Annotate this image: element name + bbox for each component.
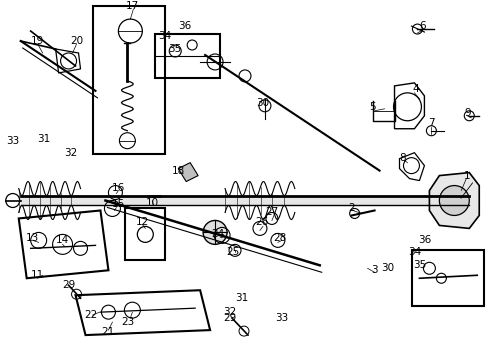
Text: 19: 19 — [31, 36, 44, 46]
Text: 36: 36 — [178, 21, 191, 31]
Bar — [93, 6, 165, 154]
Text: 5: 5 — [368, 102, 375, 112]
Text: 31: 31 — [235, 293, 248, 303]
Text: 7: 7 — [427, 118, 434, 128]
Text: 8: 8 — [398, 153, 405, 163]
Text: 4: 4 — [411, 84, 418, 94]
Text: 20: 20 — [70, 36, 83, 46]
Bar — [155, 34, 220, 78]
Text: 30: 30 — [256, 98, 269, 108]
Text: 10: 10 — [145, 198, 159, 207]
Circle shape — [203, 220, 226, 244]
Text: 22: 22 — [84, 310, 97, 320]
Text: 24: 24 — [211, 229, 224, 239]
Text: 29: 29 — [223, 313, 236, 323]
Text: 25: 25 — [226, 247, 239, 257]
Text: 17: 17 — [125, 1, 139, 11]
Text: 33: 33 — [275, 313, 288, 323]
Text: 12: 12 — [136, 217, 149, 228]
Text: 31: 31 — [37, 134, 50, 144]
Text: 13: 13 — [26, 233, 39, 243]
Text: 23: 23 — [122, 317, 135, 327]
Text: 30: 30 — [380, 263, 393, 273]
Bar — [411, 250, 483, 306]
Text: 27: 27 — [265, 207, 278, 217]
Text: 15: 15 — [112, 198, 125, 208]
Text: 36: 36 — [417, 235, 430, 246]
Text: 16: 16 — [112, 183, 125, 193]
Text: 3: 3 — [370, 265, 377, 275]
Polygon shape — [178, 163, 198, 181]
Text: 18: 18 — [171, 166, 184, 176]
Text: 33: 33 — [6, 136, 20, 146]
Bar — [125, 208, 165, 260]
Text: 35: 35 — [168, 44, 182, 54]
Text: 6: 6 — [418, 21, 425, 31]
Text: 26: 26 — [255, 217, 268, 228]
Text: 35: 35 — [412, 260, 425, 270]
Circle shape — [439, 185, 468, 216]
Text: 32: 32 — [64, 148, 77, 158]
Text: 34: 34 — [158, 31, 171, 41]
Text: 28: 28 — [273, 233, 286, 243]
Text: 29: 29 — [62, 280, 75, 290]
Text: 34: 34 — [407, 247, 420, 257]
Text: 14: 14 — [56, 235, 69, 246]
Text: 11: 11 — [31, 270, 44, 280]
Polygon shape — [428, 172, 478, 229]
Text: 9: 9 — [463, 108, 469, 118]
Text: 2: 2 — [347, 203, 354, 213]
Text: 1: 1 — [463, 171, 469, 181]
Text: 32: 32 — [223, 307, 236, 317]
Text: 21: 21 — [101, 327, 114, 337]
